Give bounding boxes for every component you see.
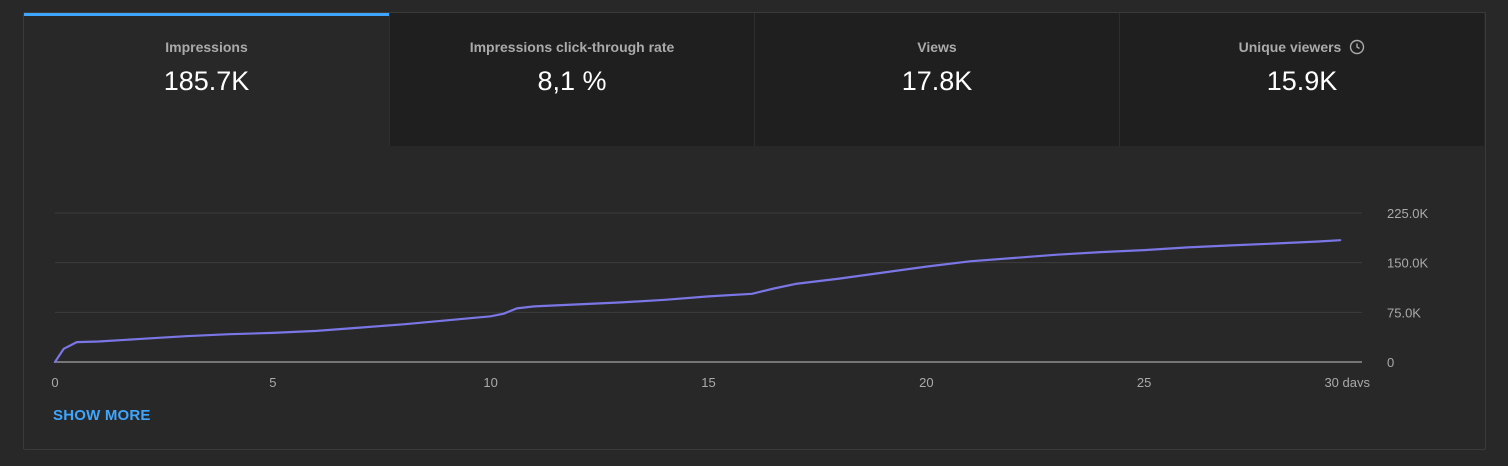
y-tick-label: 225.0K xyxy=(1387,206,1429,221)
active-tab-indicator xyxy=(24,13,389,16)
y-tick-label: 0 xyxy=(1387,355,1394,370)
x-tick-label: 30 days xyxy=(1324,375,1370,387)
tab-impressions-ctr[interactable]: Impressions click-through rate 8,1 % xyxy=(389,13,754,146)
impressions-line-chart: 0 75.0K 150.0K 225.0K 0 5 10 15 20 25 30 days xyxy=(51,206,1429,387)
tab-unique-viewers[interactable]: Unique viewers 15.9K xyxy=(1119,13,1484,146)
clock-icon[interactable] xyxy=(1349,39,1365,58)
show-more-button[interactable]: SHOW MORE xyxy=(53,407,151,424)
x-tick-label: 10 xyxy=(483,375,497,387)
tab-label: Unique viewers xyxy=(1238,39,1342,55)
tab-label-row: Unique viewers xyxy=(1120,39,1484,58)
tab-label: Impressions xyxy=(165,39,248,55)
tab-label: Views xyxy=(917,39,957,55)
x-tick-label: 20 xyxy=(919,375,933,387)
x-tick-label: 25 xyxy=(1137,375,1151,387)
metric-tabs: Impressions 185.7K Impressions click-thr… xyxy=(24,13,1487,147)
tab-value: 17.8K xyxy=(901,66,973,96)
tab-value: 185.7K xyxy=(163,66,250,96)
analytics-card: Impressions 185.7K Impressions click-thr… xyxy=(23,12,1486,450)
y-tick-label: 75.0K xyxy=(1387,305,1421,320)
y-tick-label: 150.0K xyxy=(1387,256,1429,271)
x-tick-label: 5 xyxy=(269,375,276,387)
x-tick-label: 0 xyxy=(51,375,58,387)
tab-impressions[interactable]: Impressions 185.7K xyxy=(24,13,389,147)
tab-label: Impressions click-through rate xyxy=(469,39,675,55)
series-line xyxy=(53,239,1342,364)
x-tick-label: 15 xyxy=(701,375,715,387)
tab-views[interactable]: Views 17.8K xyxy=(754,13,1119,146)
tab-value: 15.9K xyxy=(1266,66,1338,96)
tab-value: 8,1 % xyxy=(537,66,607,96)
